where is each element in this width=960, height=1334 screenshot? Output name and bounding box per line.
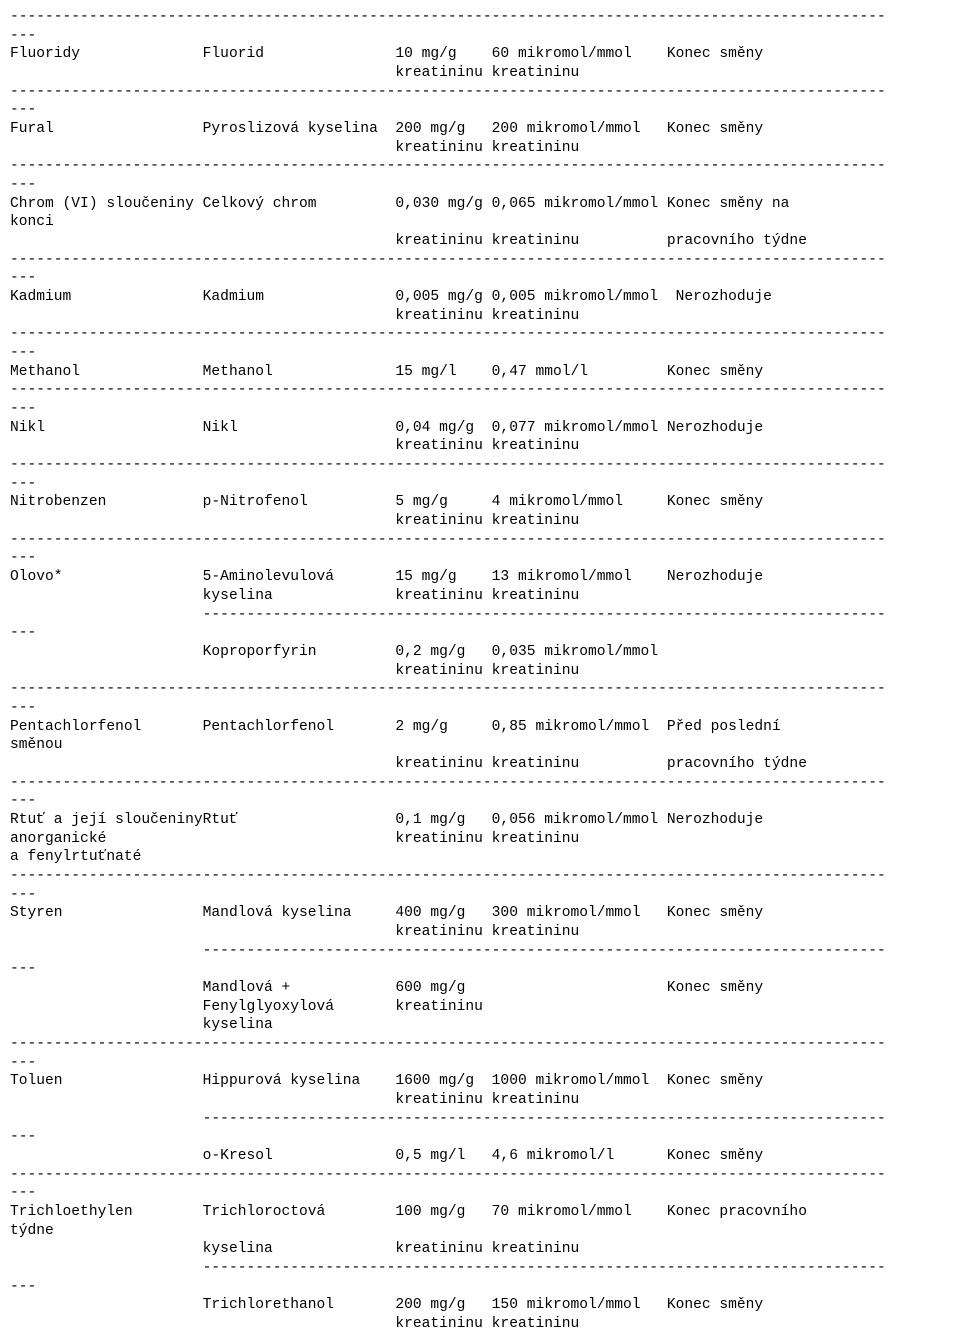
exposure-limits-table: ----------------------------------------…	[0, 0, 960, 1334]
